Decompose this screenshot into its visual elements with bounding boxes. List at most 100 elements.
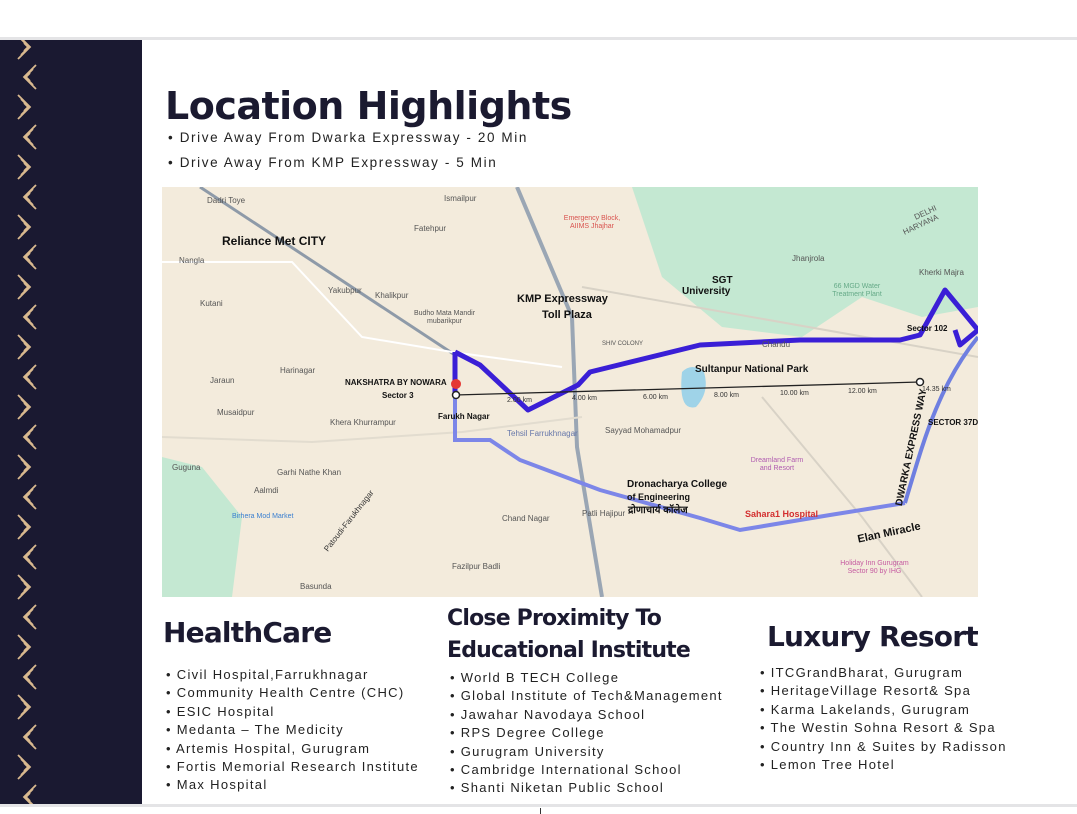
page-tick: [540, 808, 541, 814]
distance-label: 2.00 km: [507, 397, 532, 404]
distance-label: 12.00 km: [848, 388, 877, 395]
map-town: Patli Hajipur: [582, 509, 626, 518]
list-item: Country Inn & Suites by Radisson: [760, 738, 1007, 756]
map-town: Kutani: [200, 299, 223, 308]
list-item: Community Health Centre (CHC): [166, 684, 419, 702]
triangle-mark: [17, 334, 32, 360]
map-label-tehsil: Tehsil Farrukhnagar: [507, 429, 578, 438]
triangle-mark: [17, 274, 32, 300]
map-town: Guguna: [172, 463, 201, 472]
list-item: Cambridge International School: [450, 761, 723, 779]
list-item: Artemis Hospital, Gurugram: [166, 740, 419, 758]
triangle-mark: [22, 484, 37, 510]
highlight-dwarka: • Drive Away From Dwarka Expressway - 20…: [168, 130, 528, 145]
map-label-sector37d: SECTOR 37D: [928, 418, 978, 427]
map-label-sgt: SGT: [712, 275, 733, 286]
map-town: Dadri Toye: [207, 196, 246, 205]
map-label-project-sector: Sector 3: [382, 391, 414, 400]
resort-heading: Luxury Resort: [767, 620, 979, 653]
healthcare-heading: HealthCare: [163, 616, 332, 649]
education-heading-line1: Close Proximity To: [447, 606, 662, 631]
map-label-sultanpur: Sultanpur National Park: [695, 364, 809, 375]
map-town: Khera Khurrampur: [330, 418, 396, 427]
triangle-mark: [17, 214, 32, 240]
list-item: Lemon Tree Hotel: [760, 756, 1007, 774]
triangle-mark: [22, 184, 37, 210]
map-canvas: [162, 187, 978, 597]
triangle-mark: [22, 124, 37, 150]
map-label-dronacharya-hi: द्रोणाचार्य कॉलेज: [628, 505, 688, 516]
map-label-kmp: KMP Expressway: [517, 293, 608, 305]
map-town: Chandu: [762, 340, 791, 349]
top-divider: [0, 37, 1077, 40]
distance-label: 14.35 km: [922, 386, 951, 393]
map-label-project: NAKSHATRA BY NOWARA: [345, 378, 447, 387]
map-town: Musaidpur: [217, 408, 255, 417]
triangle-mark: [22, 604, 37, 630]
lake: [681, 367, 706, 408]
map-town: Jaraun: [210, 376, 235, 385]
end-marker: [915, 377, 925, 387]
road: [581, 286, 978, 358]
list-item: Shanti Niketan Public School: [450, 779, 723, 797]
park-area: [162, 457, 242, 597]
list-item: Medanta – The Medicity: [166, 721, 419, 739]
triangle-mark: [22, 424, 37, 450]
page-title: Location Highlights: [165, 84, 572, 128]
list-item: ESIC Hospital: [166, 703, 419, 721]
highway: [199, 187, 456, 357]
triangle-mark: [17, 154, 32, 180]
triangle-mark: [22, 304, 37, 330]
map-label-birhera: Birhera Mod Market: [232, 513, 294, 520]
map-town: Khalikpur: [375, 291, 409, 300]
map-town: Chand Nagar: [502, 514, 550, 523]
healthcare-list: Civil Hospital,Farrukhnagar Community He…: [166, 666, 419, 795]
triangle-pattern-icon: [17, 40, 37, 805]
triangle-mark: [17, 754, 32, 780]
map-label-emergency: Emergency Block, AIIMS Jhajhar: [563, 215, 621, 230]
project-pin: [451, 379, 461, 389]
distance-label: 8.00 km: [714, 392, 739, 399]
road: [162, 416, 583, 444]
map-label-sahara: Sahara1 Hospital: [745, 509, 819, 519]
map-label-holiday: Holiday Inn Gurugram Sector 90 by IHG: [840, 560, 909, 575]
map-town: Sayyad Mohamadpur: [605, 426, 682, 435]
map-label-dronacharya: Dronacharya College: [627, 479, 728, 490]
location-map[interactable]: Reliance Met CITY KMP Expressway Toll Pl…: [162, 187, 978, 597]
bottom-divider: [0, 804, 1077, 807]
map-label-farukh: Farukh Nagar: [438, 412, 490, 421]
map-town: Fatehpur: [414, 224, 447, 233]
map-town: Aalmdi: [254, 486, 279, 495]
triangle-mark: [22, 364, 37, 390]
resort-list: ITCGrandBharat, Gurugram HeritageVillage…: [760, 664, 1007, 774]
list-item: HeritageVillage Resort& Spa: [760, 682, 1007, 700]
triangle-mark: [17, 454, 32, 480]
map-label-budho: Budho Mata Mandir mubarikpur: [413, 310, 476, 325]
triangle-mark: [22, 784, 37, 805]
map-label-water: 66 MGD Water Treatment Plant: [832, 283, 882, 298]
distance-label: 4.00 km: [572, 395, 597, 402]
triangle-mark: [17, 394, 32, 420]
map-label-kmp-toll: Toll Plaza: [542, 309, 592, 321]
list-item: Gurugram University: [450, 743, 723, 761]
map-label-sgt-university: University: [682, 286, 731, 297]
triangle-mark: [17, 94, 32, 120]
distance-line: [454, 381, 921, 396]
triangle-mark: [22, 664, 37, 690]
list-item: Fortis Memorial Research Institute: [166, 758, 419, 776]
list-item: Karma Lakelands, Gurugram: [760, 701, 1007, 719]
triangle-mark: [22, 244, 37, 270]
list-item: Jawahar Navodaya School: [450, 706, 723, 724]
kmp-road: [515, 187, 604, 597]
triangle-mark: [17, 634, 32, 660]
triangle-mark: [17, 694, 32, 720]
map-town: Fazilpur Badli: [452, 562, 501, 571]
map-label-reliance: Reliance Met CITY: [222, 234, 327, 248]
distance-label: 10.00 km: [780, 390, 809, 397]
triangle-mark: [17, 40, 32, 60]
list-item: Max Hospital: [166, 776, 419, 794]
triangle-mark: [17, 514, 32, 540]
map-town: Jhanjrola: [792, 254, 825, 263]
map-label-sector102: Sector 102: [907, 324, 948, 333]
map-town: Ismailpur: [444, 194, 477, 203]
